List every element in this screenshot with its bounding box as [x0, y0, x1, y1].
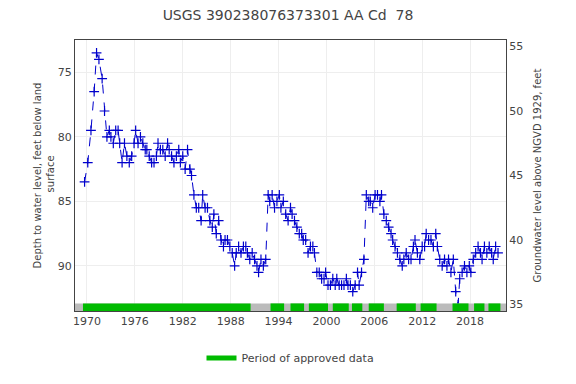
- svg-text:1988: 1988: [217, 315, 245, 328]
- svg-text:Groundwater level above NGVD 1: Groundwater level above NGVD 1929, feet: [532, 69, 543, 283]
- svg-text:35: 35: [509, 298, 523, 311]
- svg-text:55: 55: [509, 40, 523, 53]
- svg-text:2012: 2012: [408, 315, 436, 328]
- svg-text:USGS 390238076373301 AA Cd 78: USGS 390238076373301 AA Cd 78: [163, 7, 414, 23]
- svg-text:75: 75: [58, 66, 72, 79]
- svg-text:1976: 1976: [121, 315, 149, 328]
- svg-text:1982: 1982: [169, 315, 197, 328]
- svg-text:80: 80: [58, 131, 72, 144]
- svg-text:1994: 1994: [265, 315, 293, 328]
- svg-text:85: 85: [58, 195, 72, 208]
- svg-text:50: 50: [509, 105, 523, 118]
- svg-text:Period of approved data: Period of approved data: [242, 352, 374, 365]
- svg-text:1970: 1970: [73, 315, 101, 328]
- svg-text:2018: 2018: [456, 315, 484, 328]
- svg-text:2000: 2000: [312, 315, 340, 328]
- svg-text:Depth to water level, feet bel: Depth to water level, feet below land su…: [32, 83, 56, 269]
- svg-text:2006: 2006: [360, 315, 388, 328]
- svg-text:45: 45: [509, 169, 523, 182]
- svg-text:90: 90: [58, 260, 72, 273]
- svg-text:40: 40: [509, 234, 523, 247]
